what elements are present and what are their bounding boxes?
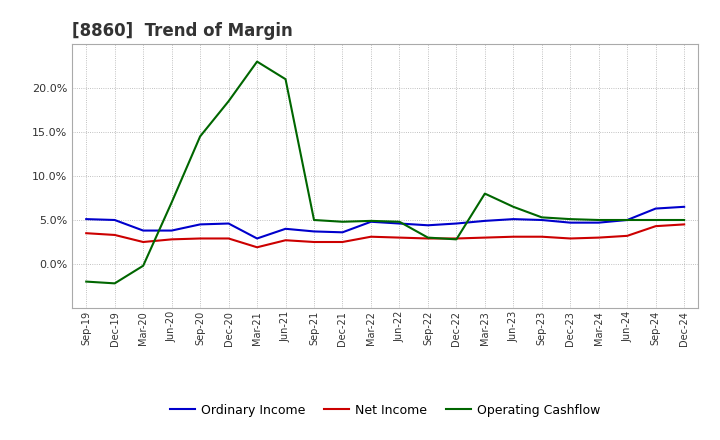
Operating Cashflow [338, 219, 347, 224]
Operating Cashflow [366, 218, 375, 224]
Ordinary Income [652, 206, 660, 211]
Net Income [452, 236, 461, 241]
Net Income [480, 235, 489, 240]
Line: Net Income: Net Income [86, 224, 684, 247]
Ordinary Income [253, 236, 261, 241]
Operating Cashflow [395, 219, 404, 224]
Operating Cashflow [480, 191, 489, 196]
Operating Cashflow [623, 217, 631, 223]
Net Income [253, 245, 261, 250]
Operating Cashflow [423, 235, 432, 240]
Operating Cashflow [310, 217, 318, 223]
Net Income [139, 239, 148, 245]
Ordinary Income [139, 228, 148, 233]
Operating Cashflow [253, 59, 261, 64]
Line: Operating Cashflow: Operating Cashflow [86, 62, 684, 283]
Ordinary Income [623, 217, 631, 223]
Ordinary Income [480, 218, 489, 224]
Net Income [623, 233, 631, 238]
Net Income [196, 236, 204, 241]
Net Income [82, 231, 91, 236]
Ordinary Income [423, 223, 432, 228]
Operating Cashflow [110, 281, 119, 286]
Net Income [338, 239, 347, 245]
Ordinary Income [566, 220, 575, 225]
Net Income [595, 235, 603, 240]
Net Income [537, 234, 546, 239]
Net Income [225, 236, 233, 241]
Ordinary Income [680, 204, 688, 209]
Operating Cashflow [509, 204, 518, 209]
Operating Cashflow [139, 263, 148, 268]
Ordinary Income [282, 226, 290, 231]
Net Income [423, 236, 432, 241]
Text: [8860]  Trend of Margin: [8860] Trend of Margin [72, 22, 293, 40]
Operating Cashflow [225, 99, 233, 104]
Net Income [310, 239, 318, 245]
Operating Cashflow [680, 217, 688, 223]
Operating Cashflow [82, 279, 91, 284]
Net Income [366, 234, 375, 239]
Ordinary Income [537, 217, 546, 223]
Ordinary Income [110, 217, 119, 223]
Ordinary Income [366, 219, 375, 224]
Operating Cashflow [595, 217, 603, 223]
Operating Cashflow [167, 200, 176, 205]
Ordinary Income [310, 229, 318, 234]
Ordinary Income [82, 216, 91, 222]
Ordinary Income [225, 221, 233, 226]
Line: Ordinary Income: Ordinary Income [86, 207, 684, 238]
Net Income [282, 238, 290, 243]
Ordinary Income [595, 220, 603, 225]
Operating Cashflow [566, 216, 575, 222]
Operating Cashflow [282, 77, 290, 82]
Operating Cashflow [452, 237, 461, 242]
Ordinary Income [196, 222, 204, 227]
Operating Cashflow [537, 215, 546, 220]
Net Income [110, 232, 119, 238]
Ordinary Income [167, 228, 176, 233]
Net Income [167, 237, 176, 242]
Ordinary Income [395, 221, 404, 226]
Ordinary Income [338, 230, 347, 235]
Net Income [680, 222, 688, 227]
Ordinary Income [452, 221, 461, 226]
Operating Cashflow [652, 217, 660, 223]
Ordinary Income [509, 216, 518, 222]
Net Income [509, 234, 518, 239]
Net Income [652, 224, 660, 229]
Net Income [566, 236, 575, 241]
Legend: Ordinary Income, Net Income, Operating Cashflow: Ordinary Income, Net Income, Operating C… [165, 399, 606, 422]
Net Income [395, 235, 404, 240]
Operating Cashflow [196, 134, 204, 139]
